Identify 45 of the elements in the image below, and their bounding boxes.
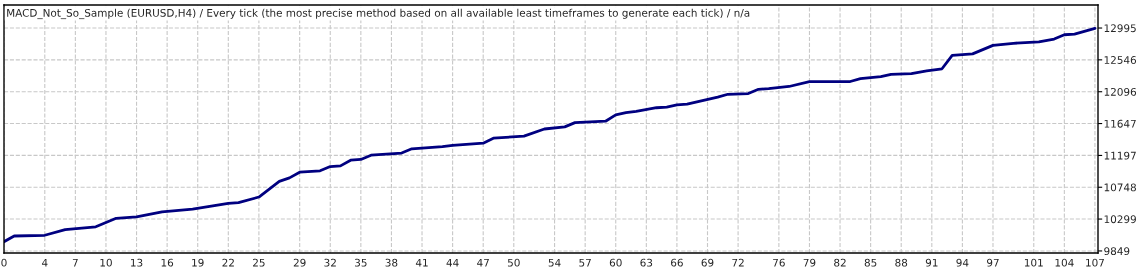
x-tick-label: 13	[131, 258, 143, 267]
y-tick-label: 11647	[1104, 119, 1136, 128]
x-tick-label: 32	[324, 258, 336, 267]
x-tick-label: 85	[864, 258, 877, 267]
y-tick-label: 10299	[1104, 215, 1136, 224]
x-tick-label: 88	[895, 258, 908, 267]
x-tick-label: 97	[987, 258, 999, 267]
x-tick-label: 44	[446, 258, 459, 267]
x-tick-label: 54	[548, 258, 561, 267]
x-tick-label: 38	[385, 258, 398, 267]
x-tick-label: 10	[100, 258, 112, 267]
chart-title: MACD_Not_So_Sample (EURUSD,H4) / Every tick (the most precise method based on all available least timeframes to generate each tick) / n/a	[7, 8, 750, 20]
x-tick-label: 47	[477, 258, 489, 267]
x-tick-label: 41	[415, 258, 428, 267]
x-tick-label: 72	[732, 258, 744, 267]
x-tick-label: 57	[579, 258, 591, 267]
y-tick-label: 9849	[1104, 247, 1130, 256]
x-tick-label: 91	[925, 258, 938, 267]
x-tick-label: 104	[1055, 258, 1074, 267]
x-tick-label: 101	[1024, 258, 1043, 267]
y-tick-label: 12096	[1104, 87, 1137, 96]
x-tick-label: 35	[355, 258, 367, 267]
y-tick-label: 10748	[1104, 183, 1136, 192]
x-tick-label: 29	[293, 258, 306, 267]
x-tick-label: 63	[640, 258, 653, 267]
x-tick-label: 50	[507, 258, 520, 267]
x-tick-label: 0	[1, 258, 7, 267]
y-tick-label: 12995	[1104, 24, 1136, 33]
line-series	[4, 26, 1097, 244]
x-tick-label: 82	[834, 258, 846, 267]
x-tick-label: 79	[803, 258, 816, 267]
x-tick-label: 19	[192, 258, 204, 267]
x-tick-label: 66	[671, 258, 683, 267]
x-tick-label: 60	[609, 258, 622, 267]
y-tick-label: 12546	[1104, 56, 1137, 64]
x-tick-label: 4	[41, 258, 48, 267]
x-tick-label: 69	[701, 258, 714, 267]
x-tick-label: 94	[956, 258, 969, 267]
x-tick-label: 25	[253, 258, 265, 267]
x-tick-label: 16	[161, 258, 174, 267]
x-tick-label: 107	[1086, 258, 1104, 267]
x-tick-label: 7	[72, 258, 78, 267]
x-tick-label: 22	[222, 258, 234, 267]
x-tick-label: 76	[773, 258, 785, 267]
y-tick-label: 11197	[1104, 151, 1136, 160]
